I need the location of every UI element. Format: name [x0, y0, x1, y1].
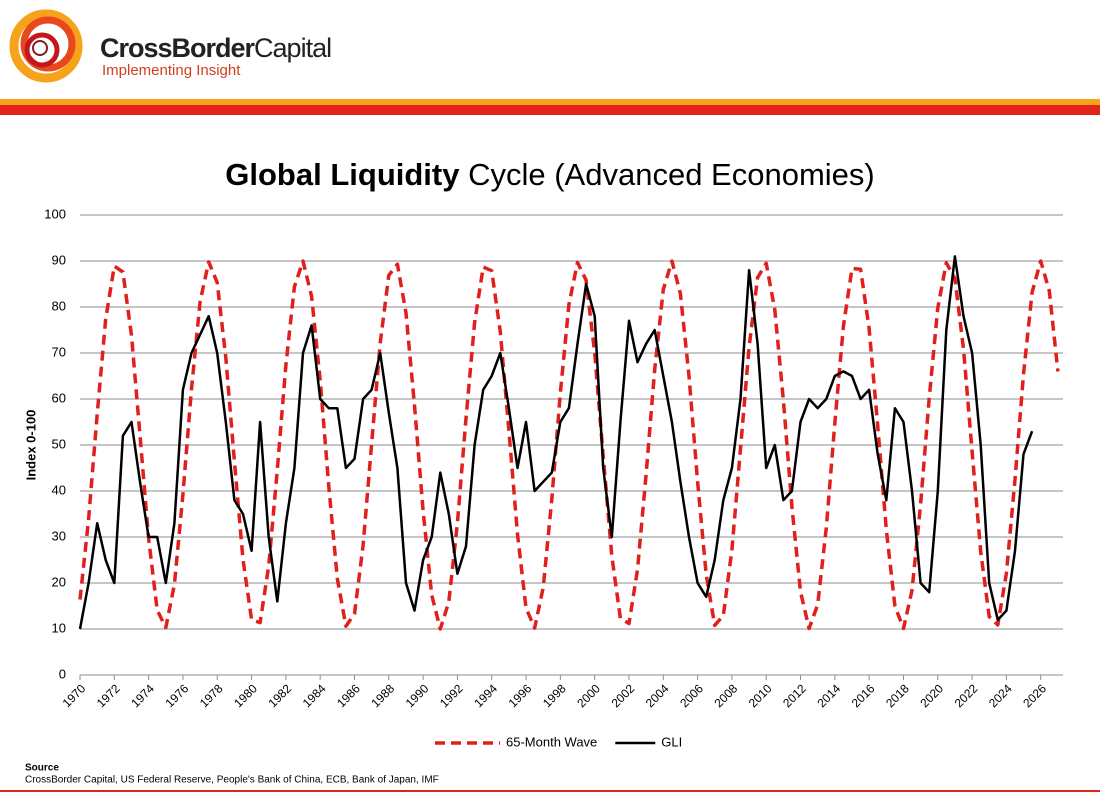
y-tick-label: 30 [52, 528, 66, 543]
legend-label: 65-Month Wave [506, 734, 597, 749]
title-rest: Cycle (Advanced Economies) [468, 157, 875, 192]
y-tick-label: 50 [52, 436, 66, 451]
y-tick-label: 0 [59, 666, 66, 681]
y-tick-label: 60 [52, 390, 66, 405]
brand: CrossBorderCapital [100, 33, 331, 63]
legend-label: GLI [661, 734, 682, 749]
source-text: CrossBorder Capital, US Federal Reserve,… [25, 775, 439, 786]
footer-line [0, 790, 1100, 792]
title-bold: Global Liquidity [225, 157, 460, 192]
stripe-orange [0, 99, 1100, 105]
series-line [78, 255, 1034, 630]
y-tick-label: 100 [44, 206, 66, 221]
y-tick-label: 70 [52, 344, 66, 359]
brand-rest: Capital [254, 33, 331, 63]
tagline: Implementing Insight [102, 62, 241, 79]
y-tick-label: 90 [52, 252, 66, 267]
legend: 65-Month Wave GLI [435, 734, 682, 749]
series-line [78, 259, 1060, 631]
y-tick-label: 20 [52, 574, 66, 589]
source-heading: Source [25, 763, 59, 774]
y-tick-label: 10 [52, 620, 66, 635]
logo-icon [9, 9, 83, 83]
y-tick-label: 80 [52, 298, 66, 313]
y-tick-label: 40 [52, 482, 66, 497]
y-axis-label: Index 0-100 [23, 410, 38, 481]
brand-bold: CrossBorder [100, 33, 256, 63]
chart-title: Global Liquidity Cycle (Advanced Economi… [225, 157, 874, 192]
stripe-red [0, 105, 1100, 115]
